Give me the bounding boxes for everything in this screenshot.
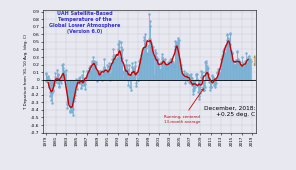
Text: December, 2018:
+0.25 deg. C: December, 2018: +0.25 deg. C: [204, 106, 256, 117]
Text: Running, centered
13-month average: Running, centered 13-month average: [164, 89, 203, 124]
Text: UAH Satellite-Based
Temperature of the
Global Lower Atmosphere
(Version 6.0): UAH Satellite-Based Temperature of the G…: [49, 11, 120, 34]
Y-axis label: T Departure from '81-'10 Avg. (deg. C): T Departure from '81-'10 Avg. (deg. C): [24, 34, 28, 109]
